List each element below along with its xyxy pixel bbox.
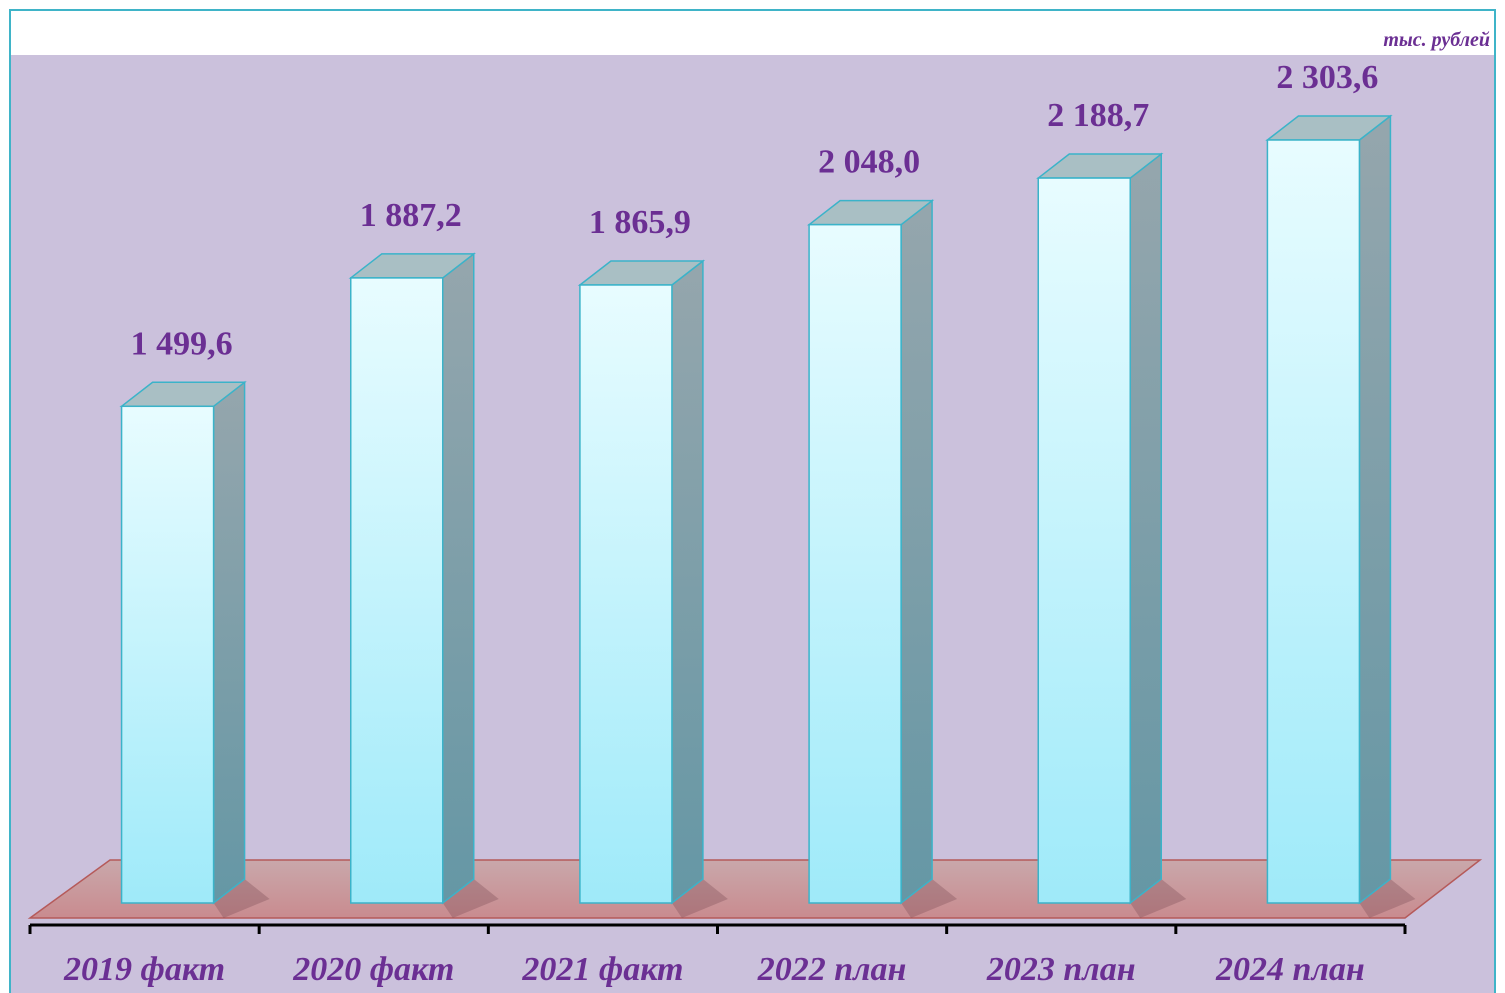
bar — [350, 277, 444, 904]
bar — [1266, 139, 1361, 904]
x-tick-label: 2019 факт — [63, 951, 225, 988]
bar-side — [442, 252, 475, 905]
bar-side — [1129, 152, 1162, 905]
bar-shadow — [1130, 879, 1187, 918]
x-tick-label: 2021 факт — [521, 951, 683, 988]
x-tick-label: 2020 факт — [292, 951, 454, 988]
bar — [808, 223, 902, 904]
bar — [120, 405, 215, 904]
x-tick-label: 2024 план — [1215, 951, 1365, 988]
x-tick-label: 2022 план — [757, 951, 907, 988]
frame — [9, 9, 1496, 993]
plot-background — [10, 55, 1495, 993]
bar-shadow — [1359, 879, 1416, 918]
value-label: 2 303,6 — [1276, 59, 1378, 96]
bar-side — [671, 259, 704, 905]
value-label: 1 499,6 — [131, 325, 233, 362]
bar-side — [1358, 114, 1392, 905]
bar-shadow — [442, 879, 499, 918]
bar — [1037, 177, 1131, 904]
unit-label: тыс. рублей — [1383, 29, 1490, 51]
bar-shadow — [671, 879, 728, 918]
value-label: 1 887,2 — [360, 197, 462, 234]
bar-shadow — [901, 879, 958, 918]
value-label: 2 188,7 — [1047, 97, 1149, 134]
value-label: 2 048,0 — [818, 144, 920, 181]
value-label: 1 865,9 — [589, 204, 691, 241]
x-tick-label: 2023 план — [986, 951, 1136, 988]
bar-side — [900, 199, 933, 905]
bar-side — [212, 380, 246, 905]
bar-shadow — [213, 879, 270, 918]
bar — [579, 284, 673, 904]
